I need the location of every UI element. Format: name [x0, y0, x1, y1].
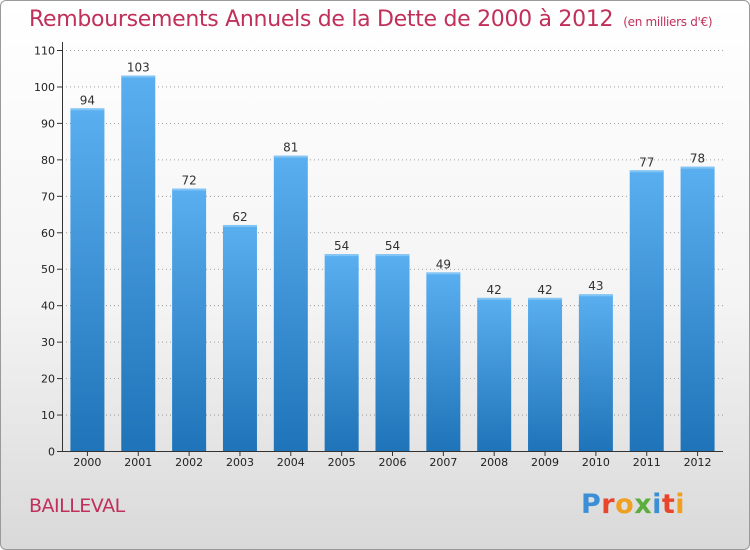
x-tick-label: 2005 — [328, 456, 356, 469]
bar-highlight — [426, 272, 461, 275]
y-tick-label: 100 — [34, 81, 55, 94]
logo-letter: i — [675, 489, 686, 520]
value-label: 42 — [537, 283, 552, 297]
value-label: 49 — [436, 257, 451, 271]
y-tick-label: 10 — [41, 409, 55, 422]
commune-name: BAILLEVAL — [29, 495, 125, 517]
value-label: 77 — [639, 155, 654, 169]
proxiti-logo: Proxiti — [581, 489, 685, 520]
x-tick-label: 2011 — [633, 456, 661, 469]
logo-letter: r — [601, 489, 616, 520]
y-tick-label: 110 — [34, 45, 55, 58]
bar — [528, 297, 563, 451]
bar — [273, 155, 308, 451]
value-label: 62 — [232, 210, 247, 224]
value-label: 43 — [588, 279, 603, 293]
x-tick-label: 2007 — [429, 456, 457, 469]
bar-highlight — [121, 75, 156, 78]
bar-highlight — [528, 297, 563, 300]
bar-highlight — [629, 170, 664, 173]
bar-highlight — [324, 254, 359, 257]
chart-title-text: Remboursements Annuels de la Dette de 20… — [29, 7, 614, 32]
bar — [121, 75, 156, 451]
value-label: 103 — [127, 61, 150, 75]
x-tick-label: 2002 — [175, 456, 203, 469]
logo-letter: P — [581, 489, 602, 520]
bar — [324, 254, 359, 451]
x-tick-label: 2012 — [684, 456, 712, 469]
bar — [680, 166, 715, 451]
bar — [426, 272, 461, 451]
logo-letter: t — [661, 489, 676, 520]
x-tick-label: 2000 — [73, 456, 101, 469]
bar — [70, 108, 105, 451]
y-tick-label: 60 — [41, 227, 55, 240]
y-tick-label: 30 — [41, 336, 55, 349]
value-label: 54 — [334, 239, 349, 253]
bar-highlight — [172, 188, 207, 191]
bar — [477, 297, 512, 451]
logo-letter: i — [652, 489, 662, 520]
value-label: 81 — [283, 141, 298, 155]
x-tick-label: 2001 — [124, 456, 152, 469]
bar-highlight — [477, 297, 512, 300]
y-tick-label: 20 — [41, 373, 55, 386]
bar — [222, 224, 257, 451]
x-tick-label: 2003 — [226, 456, 254, 469]
x-tick-label: 2009 — [531, 456, 559, 469]
value-label: 72 — [181, 174, 196, 188]
y-tick-label: 80 — [41, 154, 55, 167]
y-tick-label: 0 — [48, 446, 55, 459]
logo-letter: x — [634, 489, 653, 520]
x-tick-label: 2004 — [277, 456, 305, 469]
bar-highlight — [222, 224, 257, 227]
logo-letter: o — [615, 489, 635, 520]
bar — [578, 294, 613, 451]
bar-highlight — [680, 166, 715, 169]
bar-highlight — [578, 294, 613, 297]
bar — [629, 170, 664, 452]
bar-highlight — [70, 108, 105, 111]
chart-title: Remboursements Annuels de la Dette de 20… — [29, 7, 713, 32]
y-tick-label: 50 — [41, 263, 55, 276]
y-tick-label: 90 — [41, 117, 55, 130]
bar-highlight — [375, 254, 410, 257]
value-label: 54 — [385, 239, 400, 253]
y-tick-label: 40 — [41, 300, 55, 313]
x-tick-label: 2008 — [480, 456, 508, 469]
value-label: 94 — [80, 93, 95, 107]
y-tick-label: 70 — [41, 190, 55, 203]
value-label: 78 — [690, 152, 705, 166]
x-tick-label: 2006 — [379, 456, 407, 469]
bar — [172, 188, 207, 451]
chart-unit: (en milliers d'€) — [623, 15, 713, 29]
bar — [375, 254, 410, 451]
bar-highlight — [273, 155, 308, 158]
value-label: 42 — [487, 283, 502, 297]
x-tick-label: 2010 — [582, 456, 610, 469]
